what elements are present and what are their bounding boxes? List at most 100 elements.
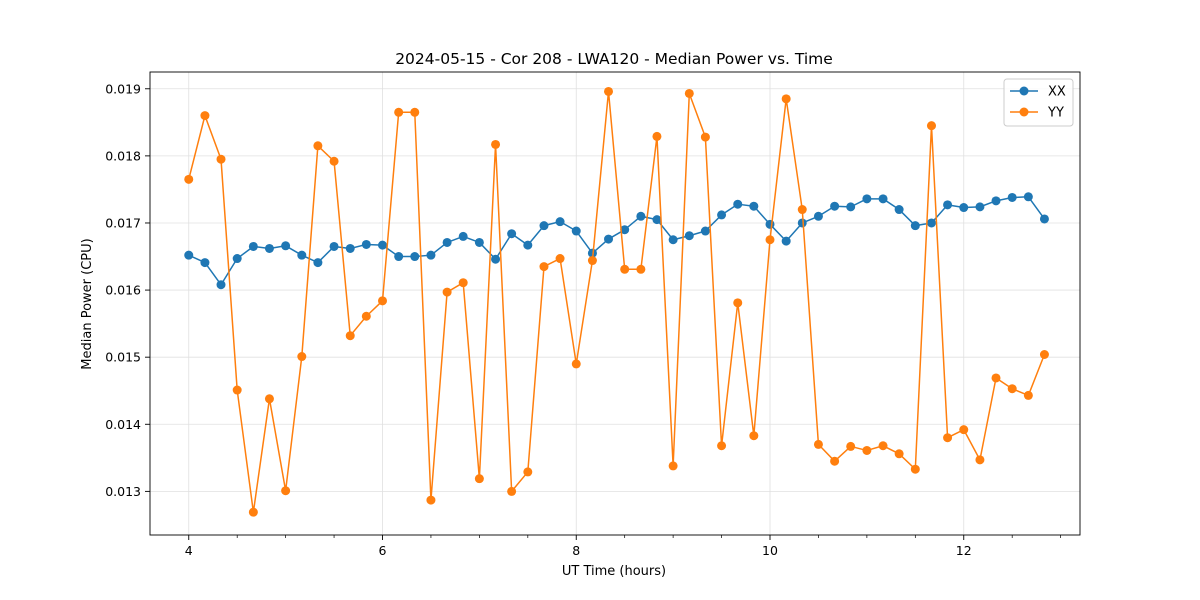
data-point-yy xyxy=(620,264,630,274)
data-point-yy xyxy=(1007,384,1017,394)
data-point-xx xyxy=(1023,192,1033,202)
data-point-yy xyxy=(184,174,194,184)
legend-marker-xx xyxy=(1019,86,1029,96)
data-point-yy xyxy=(313,141,323,151)
x-tick-label: 6 xyxy=(379,543,387,558)
data-point-xx xyxy=(620,225,630,235)
data-point-yy xyxy=(926,121,936,131)
data-point-yy xyxy=(378,296,387,306)
data-point-xx xyxy=(700,226,710,236)
data-point-xx xyxy=(491,254,501,264)
y-tick-label: 0.019 xyxy=(105,81,141,96)
legend-marker-yy xyxy=(1019,107,1029,117)
data-point-yy xyxy=(297,352,307,362)
data-point-yy xyxy=(507,486,517,496)
data-point-xx xyxy=(378,240,387,250)
data-point-xx xyxy=(926,218,936,228)
data-point-yy xyxy=(491,139,501,149)
data-point-yy xyxy=(1039,349,1049,359)
data-point-xx xyxy=(200,258,210,268)
x-tick-label: 12 xyxy=(956,543,972,558)
data-point-yy xyxy=(975,455,985,465)
data-point-yy xyxy=(361,311,371,321)
data-point-xx xyxy=(959,203,969,213)
data-point-yy xyxy=(474,474,484,484)
data-point-xx xyxy=(862,194,872,204)
data-point-yy xyxy=(700,132,710,142)
data-point-xx xyxy=(781,236,791,246)
x-tick-label: 8 xyxy=(572,543,580,558)
data-point-yy xyxy=(797,205,807,215)
plot-frame xyxy=(149,71,1081,536)
data-point-yy xyxy=(733,298,743,308)
data-point-yy xyxy=(458,278,468,288)
data-point-xx xyxy=(636,211,646,221)
data-point-yy xyxy=(248,507,258,517)
data-point-xx xyxy=(297,250,307,260)
data-point-xx xyxy=(1039,214,1049,224)
y-tick-label: 0.016 xyxy=(105,283,141,298)
series-layer xyxy=(184,86,1049,517)
data-point-yy xyxy=(232,385,242,395)
y-tick-label: 0.013 xyxy=(105,484,141,499)
x-tick-label: 10 xyxy=(762,543,778,558)
data-point-yy xyxy=(781,94,791,104)
y-tick-label: 0.018 xyxy=(105,148,141,163)
data-point-yy xyxy=(426,495,436,505)
data-point-xx xyxy=(474,237,484,247)
data-point-yy xyxy=(862,445,872,455)
y-axis-label: Median Power (CPU) xyxy=(80,238,95,369)
data-point-xx xyxy=(684,231,694,241)
legend-label-yy: YY xyxy=(1047,106,1064,121)
data-point-yy xyxy=(959,425,969,435)
data-point-xx xyxy=(604,234,614,244)
data-point-xx xyxy=(442,237,452,247)
data-point-xx xyxy=(507,229,517,239)
series-yy xyxy=(184,86,1049,517)
data-point-yy xyxy=(555,254,565,264)
data-point-xx xyxy=(313,258,323,268)
y-tick-label: 0.014 xyxy=(105,417,141,432)
data-point-yy xyxy=(329,156,339,166)
data-point-xx xyxy=(765,219,775,229)
data-point-xx xyxy=(394,252,404,262)
data-point-xx xyxy=(1007,192,1017,202)
data-point-xx xyxy=(426,250,436,260)
data-point-yy xyxy=(668,461,678,471)
x-axis-label: UT Time (hours) xyxy=(562,564,666,579)
data-point-yy xyxy=(410,107,420,117)
data-point-xx xyxy=(717,210,727,220)
data-point-xx xyxy=(281,241,291,251)
data-point-yy xyxy=(1023,390,1033,400)
data-point-xx xyxy=(813,211,823,221)
data-point-yy xyxy=(943,433,953,443)
data-point-yy xyxy=(394,107,404,117)
data-point-yy xyxy=(830,456,840,466)
data-point-xx xyxy=(232,254,242,264)
data-point-xx xyxy=(668,235,678,245)
data-point-xx xyxy=(539,221,549,231)
data-point-yy xyxy=(813,439,823,449)
data-point-yy xyxy=(200,111,210,121)
data-point-xx xyxy=(523,240,533,250)
data-point-yy xyxy=(636,264,646,274)
x-tick-label: 4 xyxy=(185,543,193,558)
data-point-xx xyxy=(652,215,662,225)
chart-title: 2024-05-15 - Cor 208 - LWA120 - Median P… xyxy=(395,50,833,68)
data-point-xx xyxy=(458,231,468,241)
data-point-xx xyxy=(846,202,856,212)
data-point-xx xyxy=(410,252,420,262)
data-point-yy xyxy=(910,464,920,474)
data-point-yy xyxy=(539,262,549,272)
data-point-yy xyxy=(846,441,856,451)
data-point-yy xyxy=(281,486,291,496)
series-line-yy xyxy=(188,90,1046,513)
data-point-xx xyxy=(733,199,743,209)
data-point-xx xyxy=(991,196,1001,206)
data-point-yy xyxy=(894,449,904,459)
data-point-yy xyxy=(345,331,355,341)
data-point-yy xyxy=(216,154,226,164)
data-point-yy xyxy=(442,287,452,297)
data-point-yy xyxy=(749,431,759,441)
data-point-yy xyxy=(717,441,727,451)
